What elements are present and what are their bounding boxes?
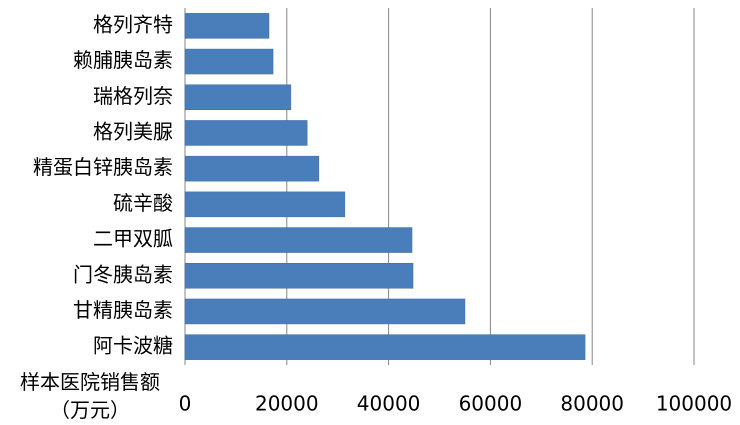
y-tick-label: 精蛋白锌胰岛素 — [33, 155, 173, 179]
x-tick-label: 40000 — [357, 392, 421, 416]
y-tick-label: 赖脯胰岛素 — [73, 48, 173, 72]
bar — [184, 120, 308, 146]
y-tick-label: 二甲双胍 — [93, 227, 173, 251]
x-tick-label: 80000 — [560, 392, 624, 416]
bar — [184, 298, 466, 325]
y-tick-label: 阿卡波糖 — [93, 334, 173, 358]
x-tick-label: 60000 — [459, 392, 523, 416]
x-tick-label: 20000 — [255, 392, 319, 416]
x-tick-label: 0 — [179, 392, 192, 416]
bar — [184, 191, 346, 218]
bar — [184, 84, 292, 110]
bar — [184, 227, 413, 253]
bar — [184, 13, 270, 39]
bar — [184, 155, 320, 182]
y-tick-label: 门冬胰岛素 — [73, 262, 173, 286]
x-tick-label: 100000 — [656, 392, 732, 416]
bar — [184, 48, 274, 75]
y-tick-label: 硫辛酸 — [113, 191, 173, 215]
bar — [184, 334, 586, 360]
y-tick-label: 甘精胰岛素 — [73, 298, 173, 322]
y-tick-label: 瑞格列奈 — [93, 84, 173, 108]
y-tick-label: 格列齐特 — [93, 12, 173, 36]
bar — [184, 263, 414, 289]
x-axis-label: 样本医院销售额（万元） — [20, 370, 160, 422]
y-tick-label: 格列美脲 — [93, 119, 173, 143]
